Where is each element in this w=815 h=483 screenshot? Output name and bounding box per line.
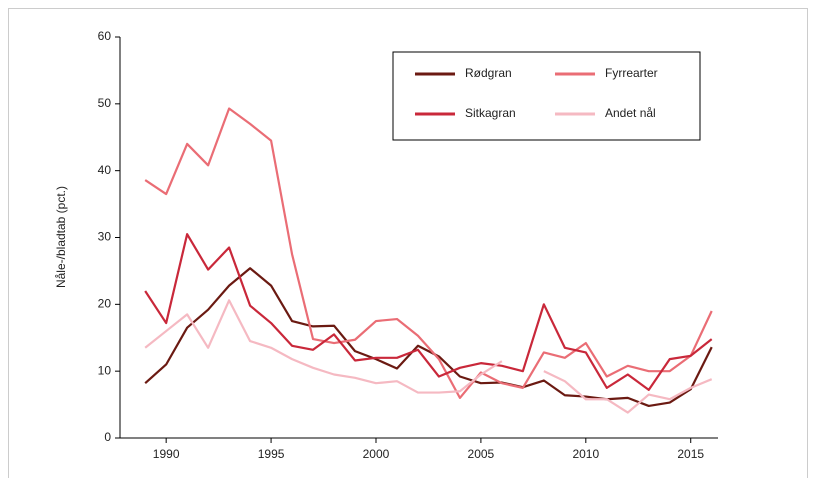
- series-line: [144, 267, 713, 408]
- y-tick-label: 20: [98, 297, 112, 311]
- legend-label: Fyrrearter: [605, 66, 658, 80]
- y-tick-label: 10: [98, 363, 112, 377]
- legend-label: Andet nål: [605, 106, 656, 120]
- x-tick-label: 2005: [468, 447, 495, 461]
- legend-label: Sitkagran: [465, 106, 516, 120]
- y-tick-label: 40: [98, 163, 112, 177]
- x-tick-label: 2010: [572, 447, 599, 461]
- series-line: [144, 299, 713, 414]
- y-axis-label: Nåle-/bladtab (pct.): [54, 186, 68, 288]
- frame: [8, 8, 808, 483]
- legend-box: [392, 51, 701, 141]
- y-tick-label: 50: [98, 96, 112, 110]
- x-tick-label: 1990: [153, 447, 180, 461]
- legend-label: Rødgran: [465, 66, 512, 80]
- x-tick-label: 1995: [258, 447, 285, 461]
- y-tick-label: 0: [104, 430, 111, 444]
- series-line: [144, 233, 713, 391]
- series-line: [144, 107, 713, 399]
- x-tick-label: 2015: [677, 447, 704, 461]
- y-tick-label: 30: [98, 230, 112, 244]
- y-tick-label: 60: [98, 29, 112, 43]
- x-tick-label: 2000: [363, 447, 390, 461]
